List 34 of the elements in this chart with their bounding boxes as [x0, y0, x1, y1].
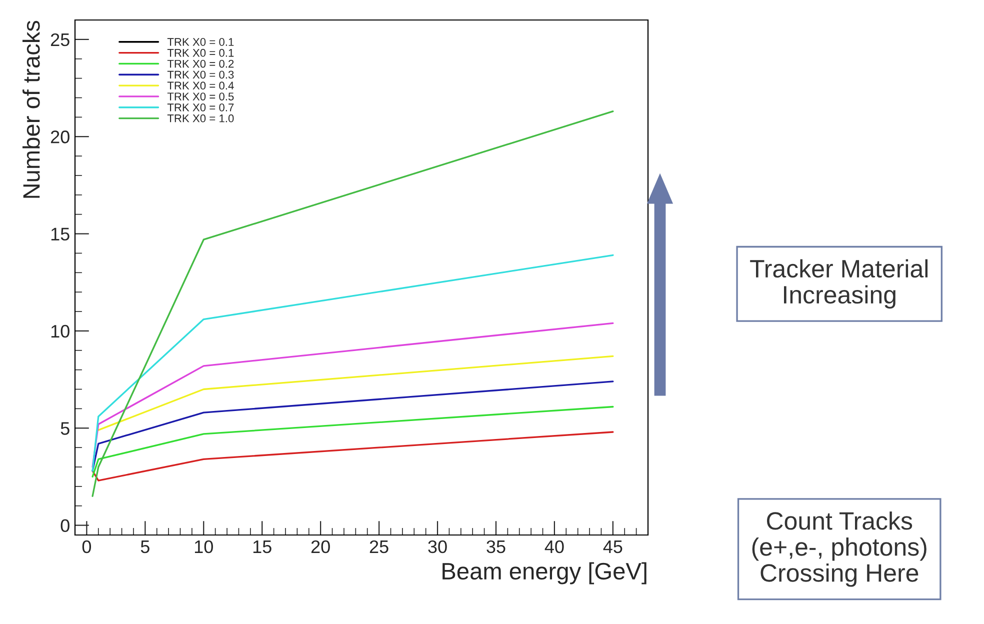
- y-tick-label: 25: [50, 33, 70, 46]
- x-tick-label: 10: [194, 540, 213, 554]
- line-series: [92, 322, 614, 468]
- legend-label: TRK X0 = 0.3: [167, 70, 234, 79]
- text: Count Tracks (e+,e-, photons) Crossing Here: [752, 511, 926, 587]
- x-tick-label: 25: [370, 540, 388, 554]
- legend-label: TRK X0 = 0.1: [167, 38, 234, 46]
- x-axis-title: Beam energy [GeV]: [442, 562, 646, 584]
- legend-label: TRK X0 = 0.2: [167, 60, 234, 68]
- x-tick-label: 35: [486, 540, 506, 554]
- x-tick-label: 30: [428, 540, 447, 554]
- y-tick-label: 0: [60, 519, 70, 532]
- line-series: [92, 254, 614, 472]
- y-tick-label: 20: [50, 130, 70, 144]
- legend-label: TRK X0 = 0.5: [167, 92, 234, 100]
- x-tick-label: 5: [140, 540, 150, 554]
- x-tick-label: 20: [311, 540, 330, 554]
- line-series: [92, 110, 614, 497]
- x-tick-label: 15: [253, 540, 272, 554]
- legend-label: TRK X0 = 1.0: [167, 114, 234, 122]
- line-series: [92, 431, 614, 482]
- text: Tracker Material Increasing: [750, 259, 928, 309]
- line-series: [92, 380, 614, 472]
- x-tick-label: 0: [82, 540, 92, 554]
- y-tick-label: 5: [60, 422, 70, 435]
- y-tick-label: 10: [51, 324, 70, 338]
- x-tick-label: 45: [603, 540, 622, 554]
- legend-label: TRK X0 = 0.7: [167, 104, 234, 112]
- legend-label: TRK X0 = 0.4: [167, 82, 234, 90]
- legend-label: TRK X0 = 0.1: [167, 48, 234, 57]
- y-tick-label: 15: [51, 228, 70, 240]
- line-series: [92, 406, 614, 478]
- x-tick-label: 40: [544, 540, 564, 554]
- y-axis-title: Number of tracks: [22, 20, 40, 198]
